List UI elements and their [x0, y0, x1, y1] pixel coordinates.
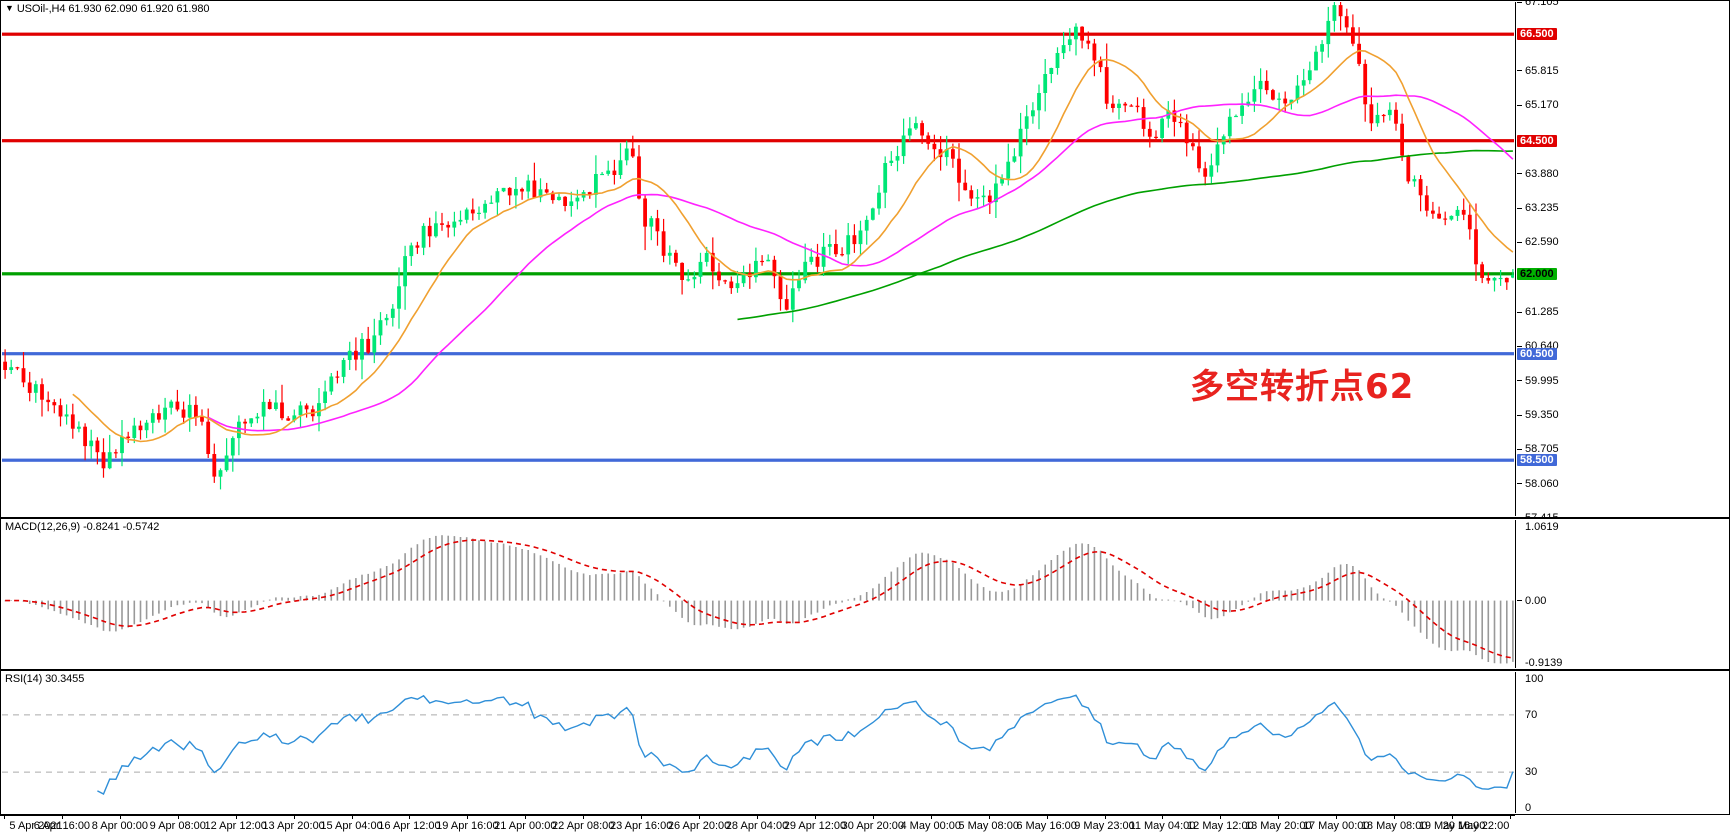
time-axis-tickmark — [814, 815, 816, 819]
price-axis-tick: 58.060 — [1517, 478, 1559, 490]
price-chart-panel[interactable]: ▼ USOil-,H4 61.930 62.090 61.920 61.980 6… — [0, 0, 1730, 524]
collapse-triangle-icon[interactable]: ▼ — [5, 3, 14, 13]
time-axis[interactable]: 5 Apr 2021 6 Apr 16:00 8 Apr 00:00 9 Apr 08… — [0, 815, 1730, 840]
macd-axis[interactable]: 1.0619 0.00 -0.9139 — [1515, 520, 1728, 669]
time-axis-tickmark — [988, 815, 990, 819]
rsi-panel[interactable]: RSI(14) 30.3455 100 70 30 0 — [0, 670, 1730, 815]
price-level-label[interactable]: 64.500 — [1517, 134, 1557, 147]
time-axis-label: 4 May 00:00 — [900, 820, 962, 832]
price-axis-tick: 63.880 — [1517, 168, 1559, 180]
macd-axis-tick: -0.9139 — [1525, 657, 1563, 669]
time-axis-label: 5 Apr 2021 — [9, 820, 63, 832]
macd-axis-tick: 1.0619 — [1525, 521, 1559, 533]
price-axis-tick: 59.995 — [1517, 375, 1559, 387]
time-axis-label: 22 Apr 08:00 — [552, 820, 615, 832]
price-level-label[interactable]: 66.500 — [1517, 28, 1557, 41]
time-axis-tickmark — [1278, 815, 1280, 819]
time-axis-label: 20 May 22:00 — [1442, 820, 1510, 832]
time-axis-tickmark — [872, 815, 874, 819]
time-axis-label: 9 Apr 08:00 — [149, 820, 206, 832]
chart-title-bar: ▼ USOil-,H4 61.930 62.090 61.920 61.980 — [5, 3, 210, 15]
chart-annotation-text: 多空转折点62 — [1190, 367, 1415, 407]
time-axis-label: 19 May 16:00 — [1418, 820, 1486, 832]
price-axis-tick: 62.590 — [1517, 236, 1559, 248]
macd-plot-area[interactable] — [2, 520, 1514, 668]
time-axis-tickmark — [409, 815, 411, 819]
price-axis-tick: 59.350 — [1517, 409, 1559, 421]
rsi-plot-area[interactable] — [2, 672, 1514, 813]
time-axis-tickmark — [61, 815, 63, 819]
rsi-axis-tick: 30 — [1525, 766, 1538, 779]
price-axis-tick: 65.170 — [1517, 99, 1559, 111]
time-axis-tickmark — [1336, 815, 1338, 819]
rsi-axis-tick: 0 — [1525, 802, 1532, 814]
macd-label: MACD(12,26,9) -0.8241 -0.5742 — [5, 521, 160, 533]
macd-axis-tick: 0.00 — [1517, 595, 1546, 607]
time-axis-tickmark — [293, 815, 295, 819]
time-axis-tickmark — [757, 815, 758, 819]
price-level-label[interactable]: 58.500 — [1517, 454, 1557, 467]
rsi-axis-separator — [1515, 672, 1516, 813]
price-axis-tick: 63.235 — [1517, 202, 1559, 214]
price-axis-tick: 67.105 — [1517, 0, 1559, 8]
time-axis-label: 9 May 23:00 — [1074, 820, 1135, 832]
time-axis-label: 21 Apr 00:00 — [494, 820, 557, 832]
time-axis-tickmark — [525, 815, 527, 819]
time-axis-label: 19 Apr 16:00 — [436, 820, 499, 832]
time-axis-label: 6 Apr 16:00 — [33, 820, 91, 832]
time-axis-tickmark — [1510, 815, 1511, 819]
price-level-label[interactable]: 60.500 — [1517, 347, 1557, 360]
time-axis-label: 30 Apr 20:00 — [841, 820, 905, 832]
time-axis-label: 18 May 08:00 — [1360, 820, 1428, 832]
price-axis-tick: 65.815 — [1517, 65, 1559, 77]
chart-title: USOil-,H4 61.930 62.090 61.920 61.980 — [16, 3, 210, 15]
time-axis-tickmark — [1452, 815, 1454, 819]
time-axis-tickmark — [1220, 815, 1222, 819]
time-axis-label: 12 Apr 12:00 — [204, 820, 267, 832]
rsi-axis-tick: 70 — [1525, 708, 1538, 721]
time-axis-tickmark — [583, 815, 585, 819]
time-axis-label: 15 Apr 04:00 — [320, 820, 383, 832]
time-axis-tickmark — [467, 815, 469, 819]
time-axis-tickmark — [930, 815, 932, 819]
time-axis-label: 12 May 12:00 — [1187, 820, 1254, 832]
time-axis-tickmark — [235, 815, 237, 819]
rsi-label: RSI(14) 30.3455 — [5, 673, 85, 685]
time-axis-label: 5 May 08:00 — [958, 820, 1019, 832]
time-axis-tickmark — [641, 815, 643, 819]
time-axis-label: 23 Apr 16:00 — [609, 820, 673, 832]
price-plot-area[interactable] — [2, 2, 1514, 516]
time-axis-tickmark — [1104, 815, 1106, 819]
macd-panel[interactable]: MACD(12,26,9) -0.8241 -0.5742 1.0619 0.00… — [0, 518, 1730, 670]
macd-axis-separator — [1515, 520, 1516, 668]
time-axis-label: 6 May 16:00 — [1016, 820, 1077, 832]
price-axis-separator — [1515, 2, 1516, 516]
time-axis-label: 8 Apr 00:00 — [91, 820, 148, 832]
price-level-label[interactable]: 62.000 — [1517, 267, 1557, 280]
time-axis-label: 13 Apr 20:00 — [262, 820, 325, 832]
price-axis[interactable]: 67.105 65.815 65.170 63.880 63.235 62.590 61.2… — [1515, 0, 1728, 524]
price-axis-tick: 58.705 — [1517, 443, 1559, 455]
time-axis-label: 16 Apr 12:00 — [378, 820, 441, 832]
time-axis-tickmark — [177, 815, 179, 819]
rsi-axis[interactable]: 100 70 30 0 — [1515, 672, 1728, 814]
time-axis-tickmark — [1046, 815, 1048, 819]
time-axis-label: 28 Apr 04:00 — [725, 820, 789, 832]
time-axis-tickmark — [1394, 815, 1396, 819]
time-axis-tickmark — [699, 815, 701, 819]
time-axis-label: 29 Apr 12:00 — [783, 820, 847, 832]
time-axis-tickmark — [351, 815, 353, 819]
time-axis-tickmark — [1162, 815, 1164, 819]
time-axis-label: 13 May 20:00 — [1244, 820, 1312, 832]
time-axis-label: 11 May 04:00 — [1129, 820, 1196, 832]
price-axis-tick: 61.285 — [1517, 306, 1559, 318]
time-axis-tickmark — [119, 815, 121, 819]
time-axis-label: 17 May 00:00 — [1302, 820, 1370, 832]
rsi-axis-tick: 100 — [1525, 673, 1544, 685]
time-axis-tickmark — [4, 815, 5, 819]
time-axis-label: 26 Apr 20:00 — [667, 820, 731, 832]
